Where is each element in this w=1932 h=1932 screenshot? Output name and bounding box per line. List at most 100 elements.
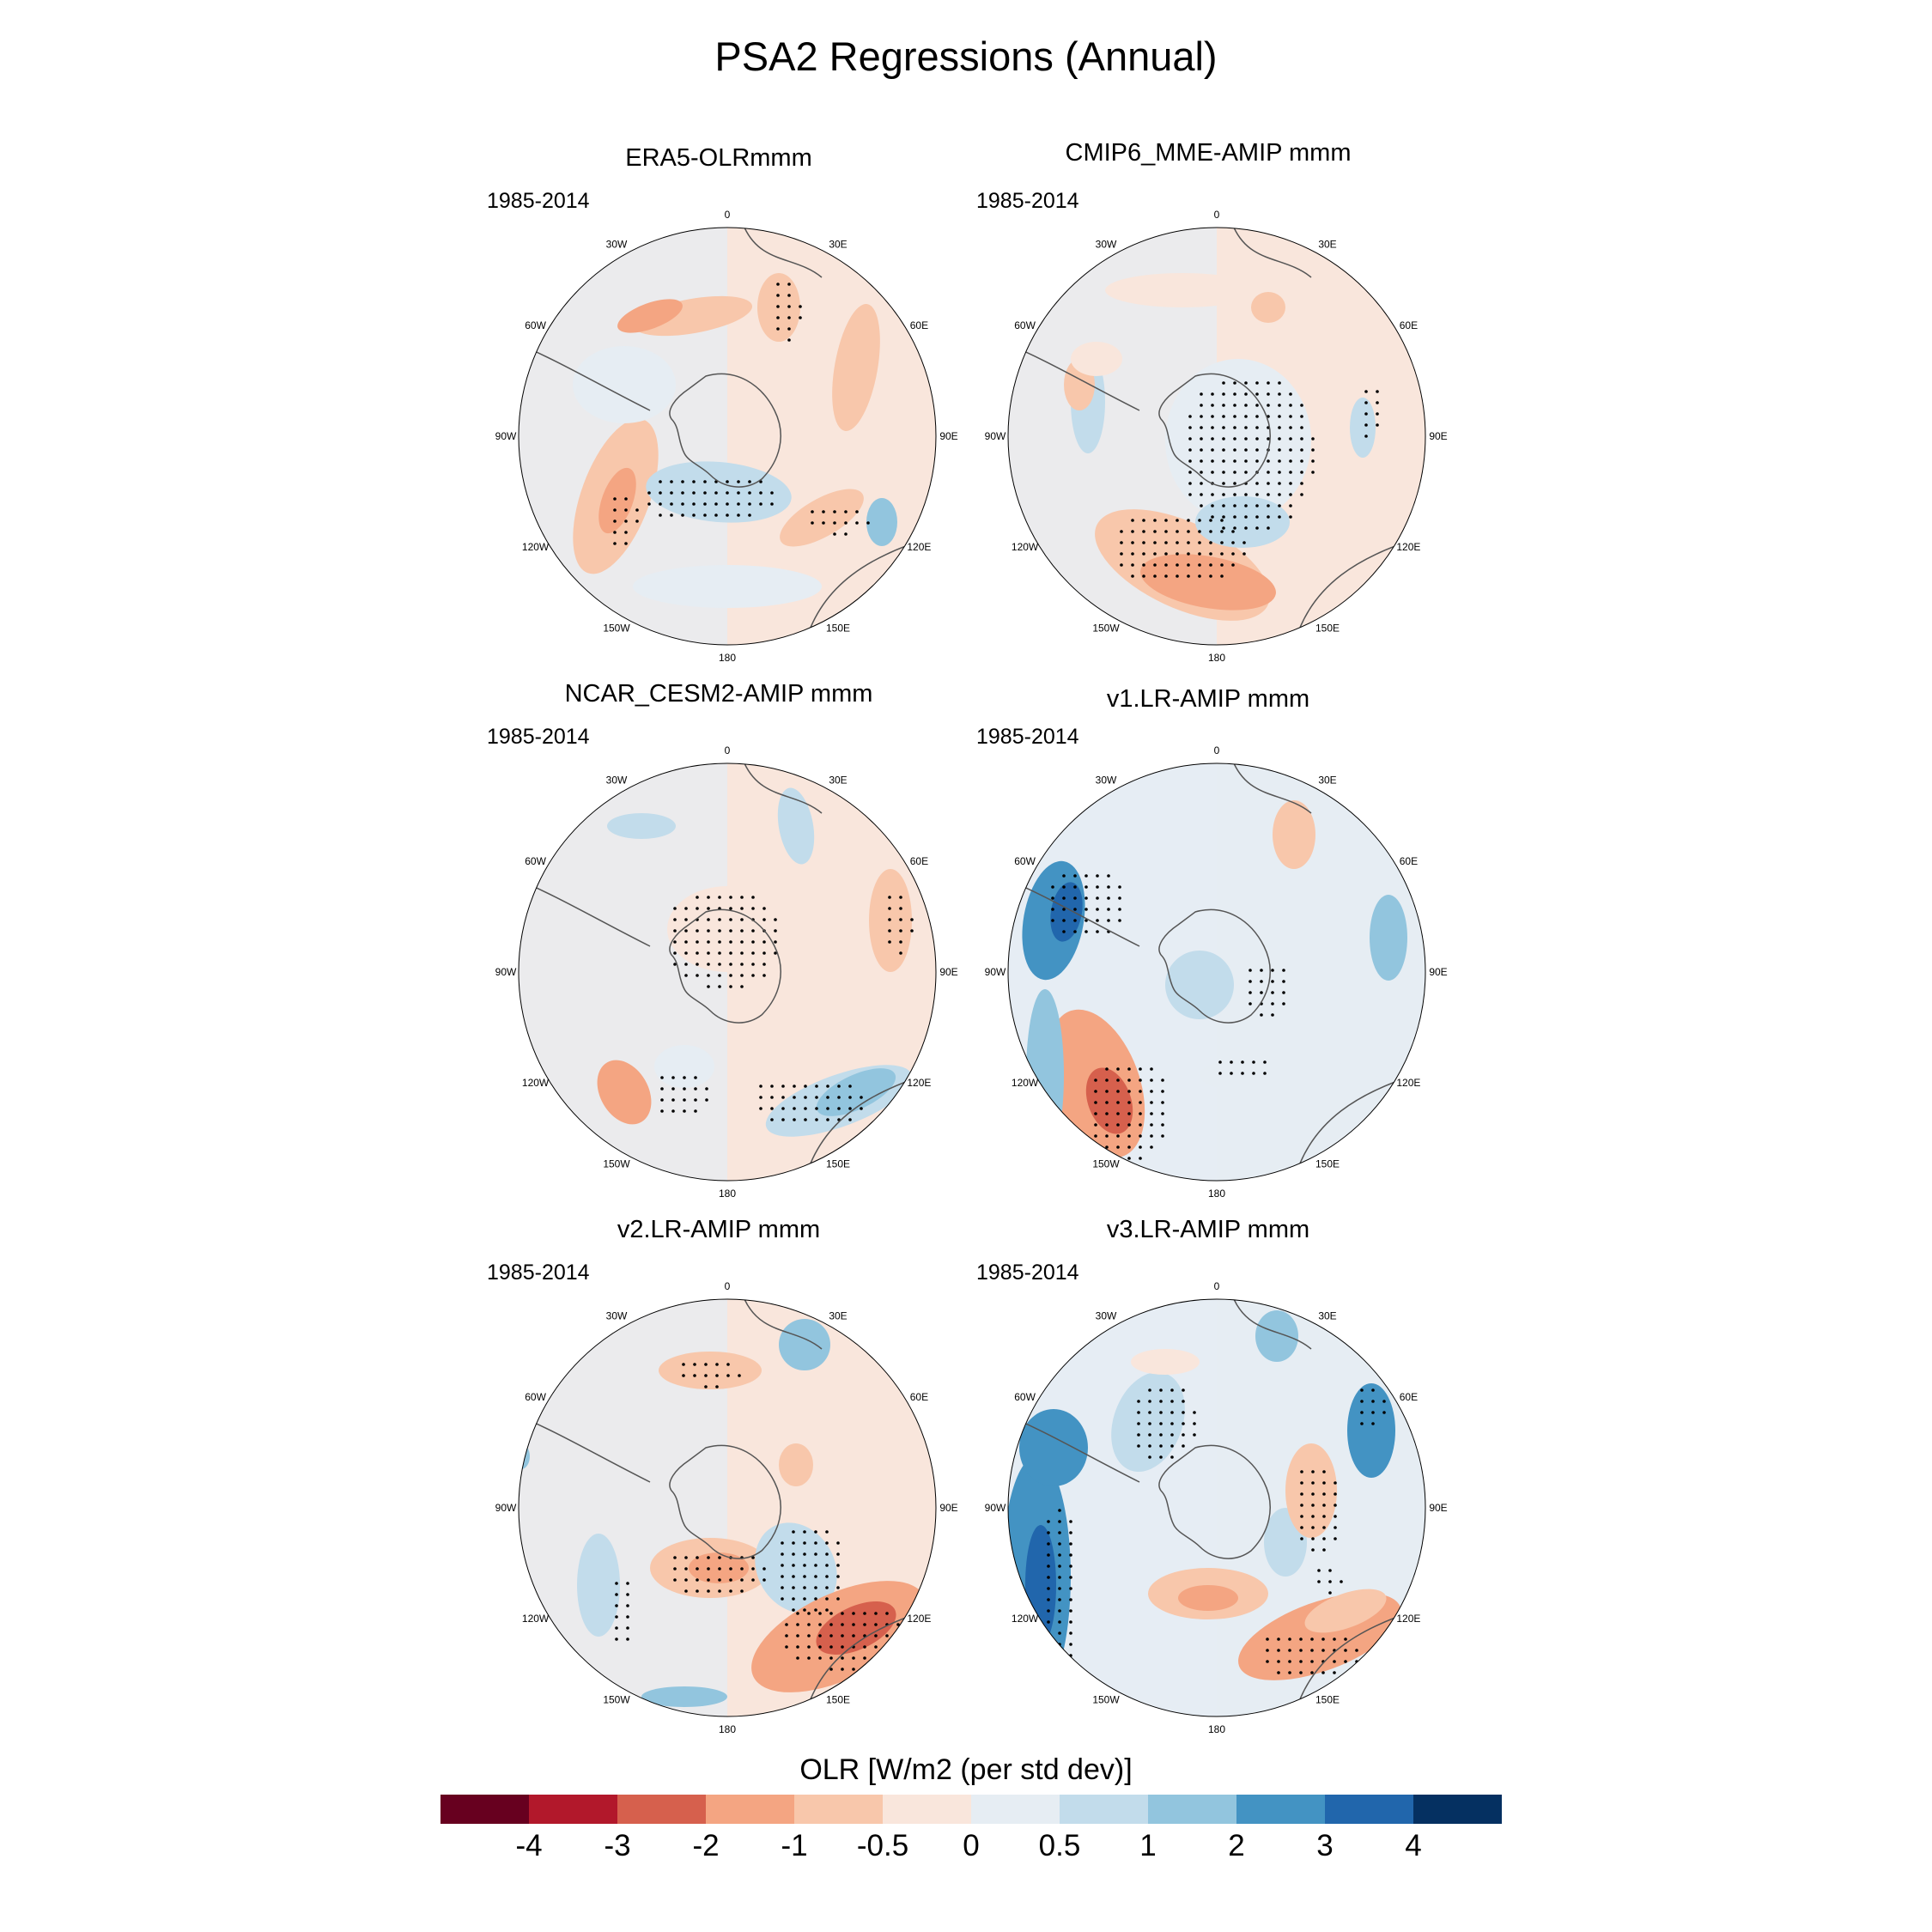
significance-stipple	[811, 510, 870, 536]
longitude-label: 150W	[1092, 622, 1120, 634]
anomaly-region	[659, 1352, 762, 1389]
anomaly-region	[597, 1060, 652, 1125]
panel-title: NCAR_CESM2-AMIP mmm	[564, 680, 873, 708]
anomaly-region	[1165, 359, 1311, 522]
africa-coastline	[1233, 1299, 1312, 1350]
longitude-label: 90W	[985, 430, 1006, 442]
longitude-label: 180	[719, 1723, 736, 1735]
africa-coastline	[744, 1299, 823, 1350]
significance-stipple	[673, 896, 777, 988]
longitude-label: 90E	[939, 430, 957, 442]
significance-stipple	[647, 480, 774, 517]
longitude-label: 90W	[495, 1502, 517, 1514]
map-border	[1007, 1298, 1426, 1717]
anomaly-region	[598, 467, 636, 534]
panel-period: 1985-2014	[487, 189, 590, 213]
longitude-label: 60W	[525, 1391, 546, 1403]
anomaly-region	[866, 498, 897, 546]
colorbar-box	[1325, 1795, 1414, 1824]
anomaly-region	[1071, 342, 1122, 376]
longitude-label: 30W	[606, 1310, 628, 1322]
longitude-label: 90W	[495, 430, 517, 442]
longitude-label: 90W	[985, 966, 1006, 978]
colorbar-tick-label: 3	[1316, 1829, 1334, 1862]
significance-stipple	[888, 896, 914, 955]
colorbar-tick-label: 4	[1405, 1829, 1422, 1862]
panel-title: v1.LR-AMIP mmm	[1106, 685, 1310, 713]
longitude-label: 120W	[1012, 541, 1039, 553]
colorbar	[440, 1795, 1502, 1824]
colorbar-box	[617, 1795, 707, 1824]
longitude-label: 60W	[525, 855, 546, 867]
anomaly-region	[577, 1534, 620, 1637]
africa-coastline	[1233, 228, 1312, 278]
significance-stipple	[613, 497, 639, 545]
significance-stipple	[776, 283, 802, 342]
longitude-label: 90E	[1429, 1502, 1447, 1514]
polar-map: 0 30E 60E 90E 120E 150E 180 150W 120W 90W 60W 30W	[985, 209, 1448, 664]
significance-stipple	[1317, 1569, 1343, 1595]
longitude-label: 0	[725, 1280, 731, 1292]
anomaly-region	[832, 304, 880, 431]
map-border	[1007, 762, 1426, 1182]
polar-map: 0 30E 60E 90E 120E 150E 180 150W 120W 90W 60W 30W	[495, 209, 958, 664]
panel-title: CMIP6_MME-AMIP mmm	[1065, 139, 1352, 167]
longitude-label: 150E	[826, 622, 850, 634]
longitude-label: 150E	[826, 1157, 850, 1170]
longitude-label: 0	[1214, 209, 1220, 221]
antarctica-coastline	[1158, 908, 1271, 1024]
longitude-label: 150E	[1315, 1157, 1340, 1170]
africa-coastline	[1233, 763, 1312, 814]
longitude-label: 60E	[910, 855, 928, 867]
anomaly-region	[1273, 800, 1315, 869]
polar-map: 0 30E 60E 90E 120E 150E 180 150W 120W 90W 60W 30W	[495, 1280, 958, 1735]
map-panel: v1.LR-AMIP mmm 1985-2014 0 30E 60E 90E 120E 150…	[976, 680, 1448, 1200]
longitude-label: 30W	[606, 775, 628, 787]
longitude-label: 60E	[1400, 855, 1418, 867]
longitude-label: 30W	[1096, 1310, 1117, 1322]
antarctica-coastline	[669, 908, 781, 1024]
longitude-label: 30E	[1318, 239, 1336, 251]
anomaly-region	[1200, 1058, 1303, 1092]
colorbar-tick-label: 1	[1139, 1829, 1157, 1862]
panel-period: 1985-2014	[976, 189, 1079, 213]
longitude-label: 30E	[1318, 1310, 1336, 1322]
africa-coastline	[744, 228, 823, 278]
longitude-label: 180	[1208, 652, 1225, 664]
anomaly-region	[617, 299, 683, 333]
longitude-label: 150E	[1315, 622, 1340, 634]
longitude-label: 120E	[907, 1613, 931, 1625]
anomaly-region	[1140, 554, 1276, 611]
longitude-label: 180	[1208, 1188, 1225, 1200]
anomaly-region	[641, 1686, 727, 1707]
map-border	[518, 762, 937, 1182]
anomaly-region	[607, 813, 676, 839]
map-panel: ERA5-OLRmmm 1985-2014 0 30E 60E 90E 120E 150E 18…	[487, 144, 958, 664]
significance-stipple	[785, 1612, 911, 1671]
anomaly-region	[1111, 1371, 1185, 1473]
longitude-label: 120W	[1012, 1613, 1039, 1625]
anomaly-region	[633, 565, 822, 608]
anomaly-region	[780, 489, 864, 547]
significance-stipple	[1051, 874, 1121, 933]
colorbar-box	[1060, 1795, 1149, 1824]
colorbar-label: OLR [W/m2 (per std dev)]	[799, 1753, 1133, 1786]
antarctica-coastline	[669, 373, 781, 488]
longitude-label: 150W	[603, 1157, 630, 1170]
longitude-label: 180	[1208, 1723, 1225, 1735]
colorbar-box	[971, 1795, 1060, 1824]
map-panel: CMIP6_MME-AMIP mmm 1985-2014 0 30E 60E 90E 120…	[976, 139, 1448, 664]
longitude-label: 180	[719, 1188, 736, 1200]
colorbar-tick-label: -0.5	[856, 1829, 909, 1862]
colorbar-box	[1236, 1795, 1326, 1824]
longitude-label: 120E	[907, 541, 931, 553]
longitude-label: 120W	[522, 1077, 550, 1089]
map-panel: v3.LR-AMIP mmm 1985-2014 0 30E 60E 90E 120E 150…	[976, 1216, 1448, 1735]
longitude-label: 60E	[910, 1391, 928, 1403]
longitude-label: 150W	[603, 1693, 630, 1705]
significance-stipple	[781, 1530, 840, 1612]
longitude-label: 150W	[1092, 1693, 1120, 1705]
anomaly-region	[1105, 273, 1260, 307]
anomaly-region	[779, 1443, 813, 1486]
colorbar-box	[440, 1795, 530, 1824]
